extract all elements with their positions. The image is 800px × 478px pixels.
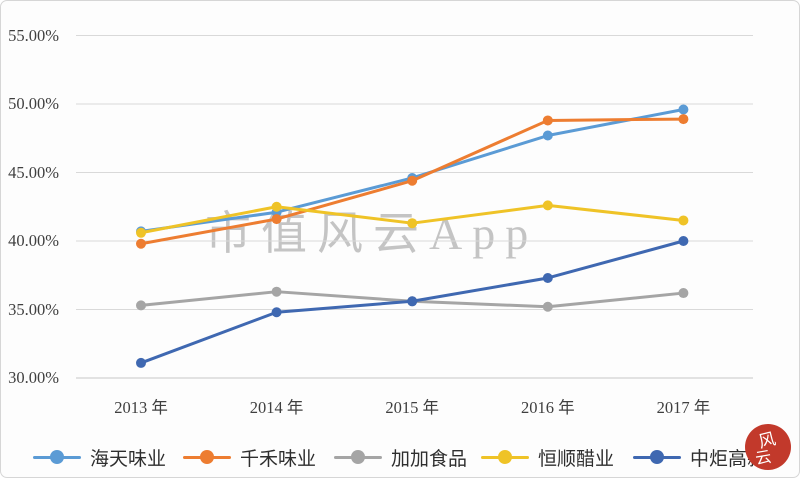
data-point-千禾味业-2016 年: [542, 115, 553, 126]
x-axis-tick-label: 2015 年: [385, 398, 439, 417]
y-axis-tick-label: 40.00%: [8, 231, 59, 250]
data-point-恒顺醋业-2016 年: [542, 200, 553, 211]
data-point-恒顺醋业-2013 年: [136, 227, 146, 238]
x-axis-tick-label: 2017 年: [656, 398, 711, 417]
legend-item-加加食品: 加加食品: [334, 444, 467, 470]
legend-item-千禾味业: 千禾味业: [183, 444, 316, 470]
legend-dot-icon: [650, 450, 664, 464]
legend-item-恒顺醋业: 恒顺醋业: [481, 444, 614, 470]
data-point-中炬高新-2017 年: [678, 236, 689, 246]
data-point-海天味业-2016 年: [542, 130, 553, 141]
legend-item-海天味业: 海天味业: [33, 444, 166, 470]
data-point-恒顺醋业-2014 年: [271, 201, 282, 212]
y-axis-tick-label: 50.00%: [8, 94, 59, 113]
legend-dot-icon: [50, 450, 64, 464]
data-point-中炬高新-2015 年: [407, 296, 418, 307]
legend-marker-icon: [481, 450, 529, 464]
legend-label: 恒顺醋业: [538, 448, 615, 470]
legend-marker-icon: [633, 450, 681, 464]
data-point-中炬高新-2014 年: [271, 307, 282, 318]
legend-dot-icon: [200, 450, 214, 464]
x-axis-tick-label: 2016 年: [520, 398, 575, 417]
y-axis-tick-label: 45.00%: [8, 162, 59, 182]
seal-stamp: 风 云: [745, 424, 791, 470]
legend-marker-icon: [334, 450, 382, 464]
data-point-千禾味业-2017 年: [678, 114, 689, 125]
data-point-加加食品-2013 年: [136, 300, 146, 311]
y-axis-tick-label: 55.00%: [8, 25, 59, 45]
legend-label: 加加食品: [391, 448, 468, 470]
legend-label: 千禾味业: [240, 448, 317, 470]
data-point-恒顺醋业-2017 年: [678, 215, 689, 226]
data-point-千禾味业-2014 年: [271, 214, 282, 225]
x-axis-tick-label: 2014 年: [249, 398, 304, 417]
series-line-海天味业: [139, 107, 685, 233]
legend-marker-icon: [33, 450, 81, 464]
data-point-加加食品-2014 年: [271, 286, 282, 297]
legend-dot-icon: [351, 450, 365, 464]
x-axis-tick-label: 2013 年: [114, 398, 168, 417]
data-point-千禾味业-2013 年: [136, 238, 146, 249]
data-point-中炬高新-2016 年: [542, 272, 553, 283]
y-axis-tick-label: 30.00%: [8, 368, 59, 387]
legend-label: 海天味业: [90, 448, 167, 470]
data-point-恒顺醋业-2015 年: [407, 218, 418, 229]
data-point-加加食品-2017 年: [678, 288, 689, 299]
y-axis-tick-label: 35.00%: [8, 299, 59, 319]
legend-marker-icon: [183, 450, 231, 464]
data-point-中炬高新-2013 年: [136, 357, 146, 368]
data-point-加加食品-2016 年: [542, 301, 553, 312]
data-point-千禾味业-2015 年: [407, 175, 418, 186]
legend-dot-icon: [498, 450, 512, 464]
data-point-海天味业-2017 年: [678, 104, 689, 115]
